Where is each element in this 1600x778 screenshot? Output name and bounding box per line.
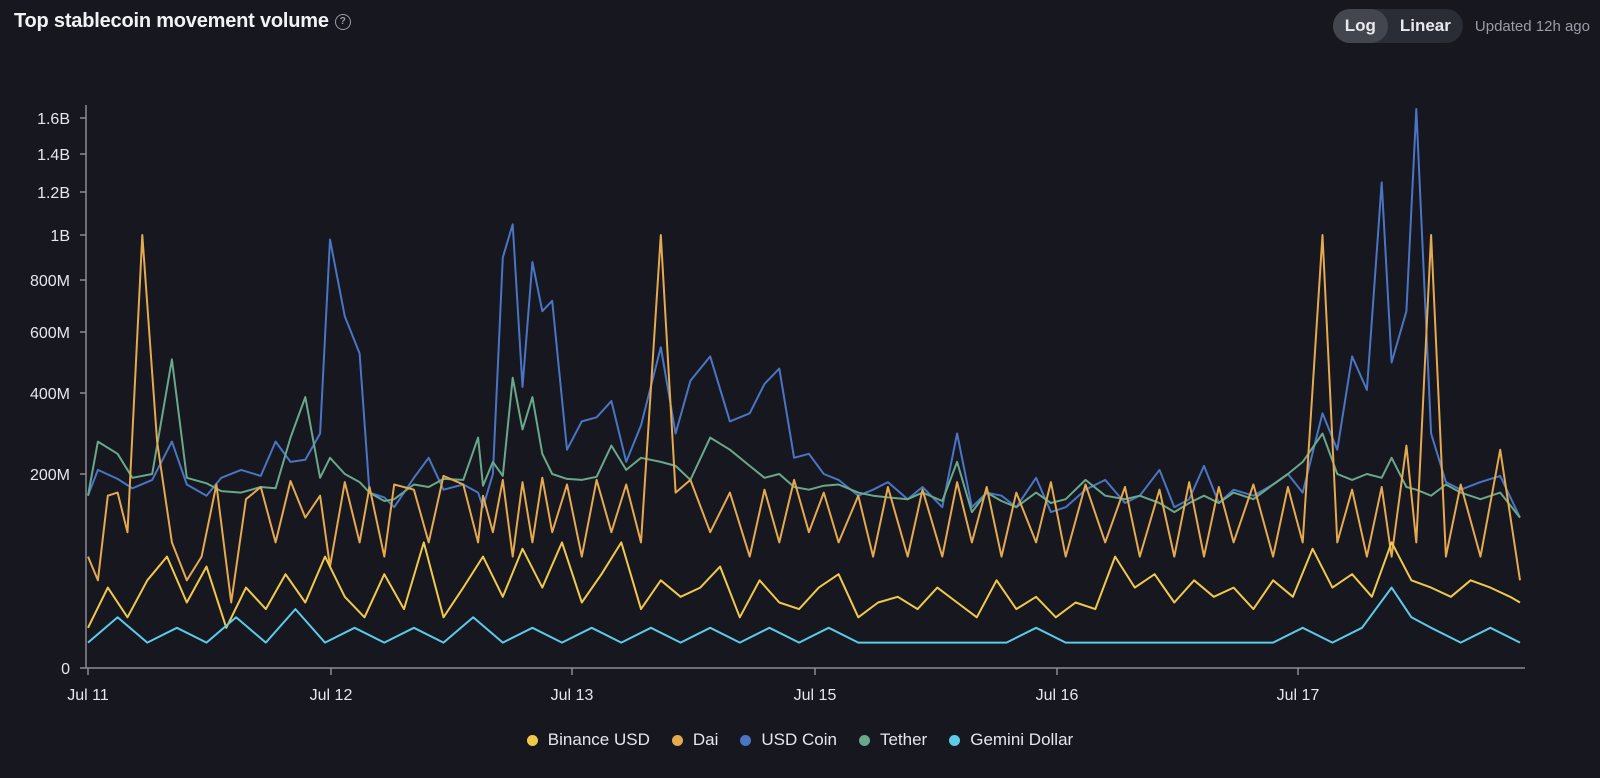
- y-tick-label: 800M: [30, 273, 70, 290]
- series-line-gemini-dollar: [87, 586, 1521, 644]
- legend-item-binance-usd[interactable]: Binance USD: [526, 730, 650, 750]
- x-tick-label: Jul 12: [310, 687, 353, 704]
- scale-toggle: Log Linear: [1332, 9, 1463, 43]
- y-tick-label: 400M: [30, 386, 70, 403]
- y-tick-label: 0: [61, 661, 70, 678]
- y-tick-label: 200M: [30, 467, 70, 484]
- legend-dot: [671, 734, 683, 746]
- y-tick-label: 1B: [50, 228, 70, 245]
- chart-controls: Log Linear Updated 12h ago: [1332, 9, 1590, 43]
- series-line-binance-usd: [87, 541, 1521, 629]
- chart-header: Top stablecoin movement volume ? Log Lin…: [14, 8, 1590, 48]
- legend-item-gemini-dollar[interactable]: Gemini Dollar: [949, 730, 1073, 750]
- legend-label: Binance USD: [547, 730, 650, 749]
- legend-item-tether[interactable]: Tether: [858, 730, 928, 750]
- legend-label: Gemini Dollar: [970, 730, 1074, 749]
- title-wrap: Top stablecoin movement volume ?: [14, 10, 351, 33]
- legend-label: USD Coin: [761, 730, 837, 749]
- series-line-usd-coin: [87, 108, 1521, 519]
- y-tick-label: 1.2B: [37, 185, 70, 202]
- updated-timestamp: Updated 12h ago: [1474, 17, 1590, 35]
- legend-item-dai[interactable]: Dai: [671, 730, 719, 750]
- y-tick-label: 1.4B: [37, 147, 70, 164]
- legend-label: Tether: [879, 730, 928, 749]
- legend-item-usd-coin[interactable]: USD Coin: [740, 730, 837, 750]
- chart-legend: Binance USD Dai USD Coin Tether Gemini D…: [0, 730, 1600, 750]
- line-chart: 0 200M 400M 600M 800M 1B 1.2B 1.4B 1.6B Jul 11 Jul…: [30, 105, 1525, 704]
- question-circle-icon[interactable]: ?: [334, 13, 351, 30]
- y-tick-label: 1.6B: [37, 111, 70, 128]
- linear-scale-button[interactable]: Linear: [1399, 16, 1451, 35]
- x-tick-label: Jul 16: [1036, 687, 1079, 704]
- x-tick-label: Jul 17: [1277, 687, 1320, 704]
- series-line-dai: [87, 234, 1521, 604]
- chart-title: Top stablecoin movement volume: [14, 10, 329, 32]
- x-tick-label: Jul 13: [551, 687, 594, 704]
- legend-dot: [526, 734, 538, 746]
- legend-dot: [858, 734, 870, 746]
- y-tick-label: 600M: [30, 325, 70, 342]
- legend-label: Dai: [692, 730, 719, 749]
- log-scale-button[interactable]: Log: [1332, 9, 1388, 43]
- x-tick-label: Jul 11: [67, 687, 109, 704]
- x-tick-label: Jul 15: [794, 687, 837, 704]
- legend-dot: [740, 734, 752, 746]
- legend-dot: [949, 734, 961, 746]
- series-line-tether: [87, 358, 1521, 519]
